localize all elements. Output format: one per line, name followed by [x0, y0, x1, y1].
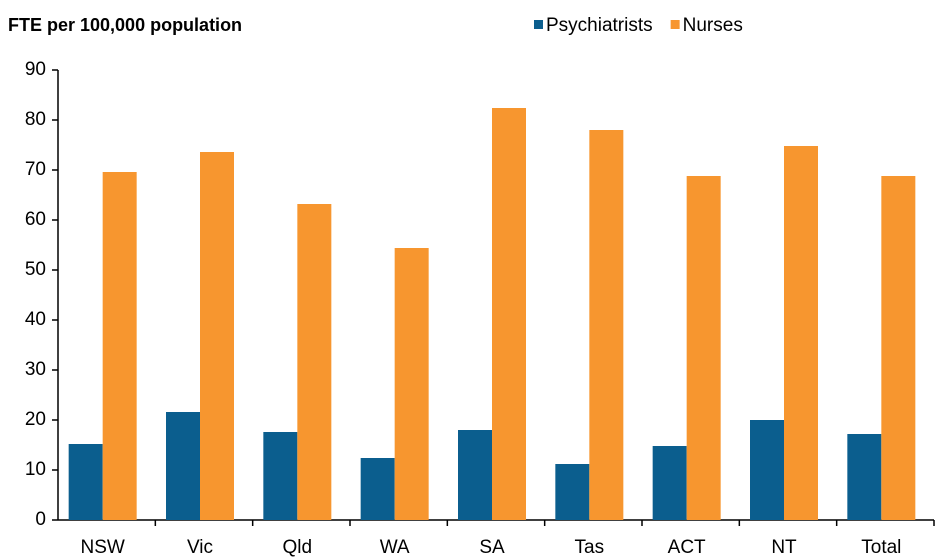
x-tick-label: NSW — [81, 537, 125, 557]
x-tick-label: Qld — [283, 537, 313, 557]
bar — [297, 204, 332, 520]
bar — [166, 412, 200, 520]
y-tick-label: 60 — [25, 209, 46, 230]
bar — [492, 108, 526, 520]
bar — [686, 176, 721, 520]
y-tick-label: 90 — [25, 59, 46, 80]
y-tick-label: 50 — [25, 259, 46, 280]
x-tick-label: Vic — [187, 537, 213, 557]
bar — [394, 248, 429, 520]
bar — [200, 152, 234, 520]
y-tick-label: 80 — [25, 109, 46, 130]
bar — [458, 430, 492, 520]
bar — [555, 464, 590, 520]
x-tick-label: Total — [861, 537, 901, 557]
bar — [784, 146, 818, 520]
y-tick-label: 40 — [25, 309, 46, 330]
bar — [360, 458, 395, 520]
y-axis-label: FTE per 100,000 population — [8, 15, 242, 35]
y-tick-label: 0 — [35, 509, 46, 530]
bar — [102, 172, 137, 520]
y-tick-label: 70 — [25, 159, 46, 180]
y-tick-label: 30 — [25, 359, 46, 380]
bar — [263, 432, 298, 520]
y-tick-label: 20 — [25, 409, 46, 430]
x-tick-label: WA — [380, 537, 410, 557]
x-tick-label: NT — [771, 537, 797, 557]
y-tick-label: 10 — [25, 459, 46, 480]
bar — [750, 420, 784, 520]
bar — [847, 434, 882, 520]
bar — [881, 176, 916, 520]
legend-swatch — [670, 20, 680, 29]
x-tick-label: ACT — [668, 537, 706, 557]
legend-swatch — [534, 20, 543, 29]
legend-label: Nurses — [683, 15, 743, 36]
bar — [68, 444, 103, 520]
bar — [589, 130, 624, 520]
x-tick-label: Tas — [575, 537, 605, 557]
bar — [652, 446, 687, 520]
x-tick-label: SA — [479, 537, 505, 557]
legend-label: Psychiatrists — [546, 15, 653, 36]
